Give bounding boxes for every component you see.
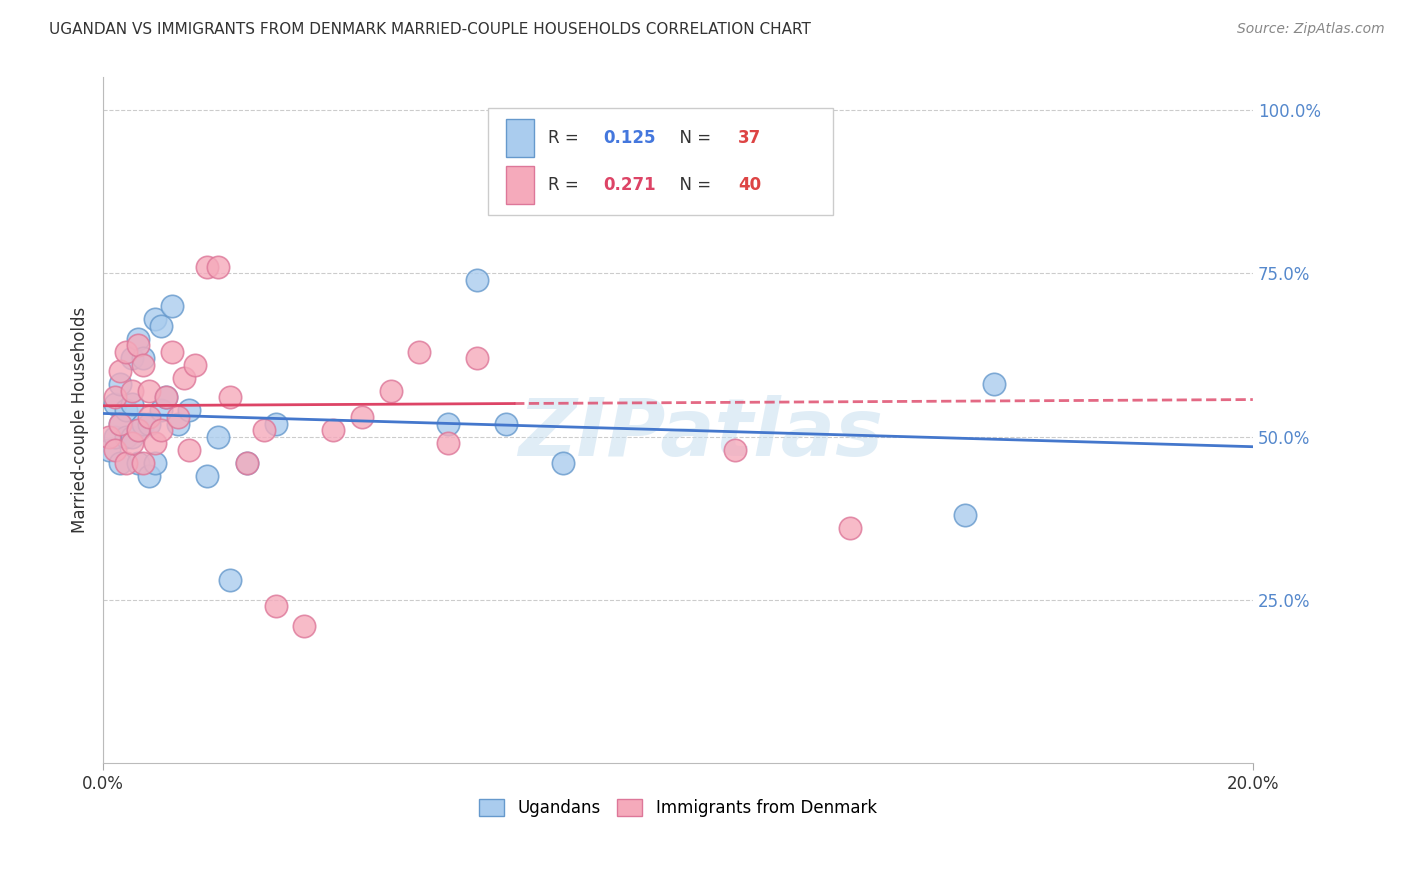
Point (127, 332, 149, 346)
Point (110, 456, 132, 470)
Point (523, 194, 546, 209)
Point (127, 423, 149, 437)
Point (167, 417, 190, 431)
Point (132, 417, 155, 431)
Point (115, 344, 138, 359)
Point (149, 403, 172, 417)
Bar (506, 166, 534, 203)
Point (184, 358, 207, 372)
Point (437, 436, 460, 450)
Point (115, 456, 138, 470)
Point (437, 417, 460, 431)
Point (138, 468, 160, 483)
Point (143, 312, 166, 326)
Point (110, 417, 132, 431)
Point (495, 417, 517, 431)
Point (132, 351, 155, 366)
Point (380, 384, 402, 398)
Point (218, 391, 240, 405)
Point (121, 351, 143, 366)
Point (408, 344, 430, 359)
Point (955, 508, 977, 522)
Point (127, 423, 149, 437)
Text: N =: N = (669, 176, 716, 194)
Point (115, 429, 138, 443)
Point (127, 456, 149, 470)
Point (110, 364, 132, 378)
Point (236, 456, 259, 470)
Point (132, 456, 155, 470)
Point (292, 619, 315, 633)
Point (138, 410, 160, 425)
Point (167, 410, 190, 425)
Point (173, 371, 195, 385)
Point (264, 599, 287, 614)
Point (132, 358, 155, 372)
Point (179, 442, 201, 457)
Point (121, 384, 143, 398)
Text: 40: 40 (738, 176, 761, 194)
Point (179, 403, 201, 417)
Point (236, 456, 259, 470)
Point (495, 194, 517, 209)
Y-axis label: Married-couple Households: Married-couple Households (72, 307, 89, 533)
Point (127, 338, 149, 352)
Bar (506, 120, 534, 157)
Text: N =: N = (669, 129, 716, 147)
Point (121, 436, 143, 450)
Point (195, 260, 218, 274)
Point (264, 417, 287, 431)
FancyBboxPatch shape (488, 108, 834, 215)
Text: Source: ZipAtlas.com: Source: ZipAtlas.com (1237, 22, 1385, 37)
Point (149, 318, 172, 333)
Point (138, 417, 160, 431)
Point (839, 521, 862, 535)
Legend: Ugandans, Immigrants from Denmark: Ugandans, Immigrants from Denmark (472, 792, 883, 823)
Point (551, 456, 574, 470)
Point (143, 456, 166, 470)
Point (465, 351, 488, 366)
Point (110, 377, 132, 392)
Point (138, 384, 160, 398)
Point (207, 260, 229, 274)
Text: R =: R = (548, 176, 583, 194)
Point (465, 273, 488, 287)
Point (110, 417, 132, 431)
Point (724, 442, 747, 457)
Point (97, 429, 120, 443)
Point (115, 403, 138, 417)
Point (121, 397, 143, 411)
Text: 0.271: 0.271 (603, 176, 655, 194)
Point (104, 442, 127, 457)
Point (104, 397, 127, 411)
Point (207, 429, 229, 443)
Point (350, 410, 373, 425)
Point (104, 429, 127, 443)
Text: ZIPatlas: ZIPatlas (519, 395, 883, 473)
Point (143, 436, 166, 450)
Text: 0.125: 0.125 (603, 129, 655, 147)
Point (253, 423, 276, 437)
Text: UGANDAN VS IMMIGRANTS FROM DENMARK MARRIED-COUPLE HOUSEHOLDS CORRELATION CHART: UGANDAN VS IMMIGRANTS FROM DENMARK MARRI… (49, 22, 811, 37)
Point (160, 344, 183, 359)
Point (121, 429, 143, 443)
Point (155, 391, 177, 405)
Text: 37: 37 (738, 129, 761, 147)
Point (160, 299, 183, 313)
Point (218, 574, 240, 588)
Point (104, 391, 127, 405)
Point (983, 377, 1005, 392)
Point (195, 468, 218, 483)
Point (322, 423, 344, 437)
Text: R =: R = (548, 129, 583, 147)
Point (155, 391, 177, 405)
Point (97, 442, 120, 457)
Point (149, 423, 172, 437)
